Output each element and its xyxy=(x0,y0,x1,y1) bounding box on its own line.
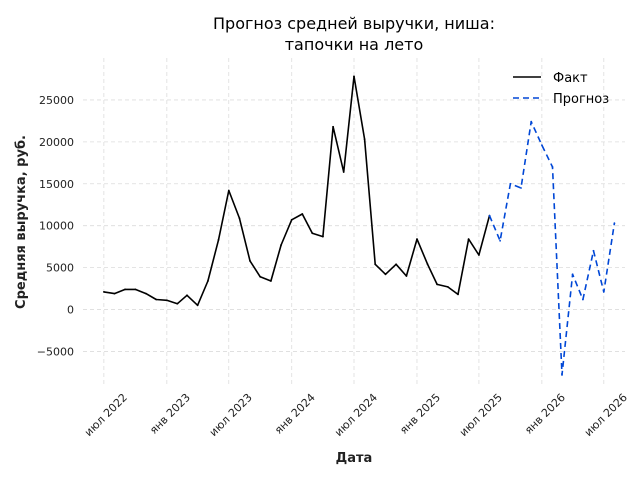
series-line-fact xyxy=(104,76,490,305)
x-tick-label: июл 2026 xyxy=(582,391,630,439)
y-tick-label: 20000 xyxy=(39,136,74,149)
data-point xyxy=(427,263,429,265)
data-point xyxy=(593,250,595,252)
data-point xyxy=(280,244,282,246)
data-point xyxy=(582,299,584,301)
legend: Факт Прогноз xyxy=(513,71,609,107)
data-point xyxy=(103,291,105,293)
x-tick-label: янв 2025 xyxy=(397,391,443,437)
data-point xyxy=(364,138,366,140)
legend-label-forecast: Прогноз xyxy=(553,92,609,107)
data-point xyxy=(155,299,157,301)
x-tick-label: июл 2025 xyxy=(457,391,505,439)
data-point xyxy=(552,166,554,168)
x-tick-label: янв 2024 xyxy=(272,391,318,437)
data-point xyxy=(124,289,126,291)
data-point xyxy=(311,232,313,234)
data-point xyxy=(145,293,147,295)
y-tick-label: 15000 xyxy=(39,178,74,191)
data-point xyxy=(447,286,449,288)
data-point xyxy=(603,291,605,293)
data-point xyxy=(239,217,241,219)
y-axis-ticks: −5000 0 5000 10000 15000 20000 25000 xyxy=(37,94,74,359)
x-axis-ticks: июл 2022 янв 2023 июл 2023 янв 2024 июл 2024… xyxy=(82,391,630,439)
data-point xyxy=(374,263,376,265)
data-point xyxy=(478,254,480,256)
data-point xyxy=(301,213,303,215)
y-tick-label: 25000 xyxy=(39,94,74,107)
data-point xyxy=(395,263,397,265)
y-axis-label: Средняя выручка, руб. xyxy=(14,135,29,309)
data-point xyxy=(385,273,387,275)
chart-title-line-1: Прогноз средней выручки, ниша: xyxy=(213,14,495,33)
data-point xyxy=(218,239,220,241)
data-point xyxy=(291,219,293,221)
y-tick-label: 10000 xyxy=(39,220,74,233)
data-point xyxy=(228,190,230,192)
data-point xyxy=(270,280,272,282)
data-point xyxy=(259,276,261,278)
data-point xyxy=(499,240,501,242)
data-point xyxy=(406,275,408,277)
legend-label-fact: Факт xyxy=(553,71,588,86)
x-tick-label: янв 2023 xyxy=(147,391,193,437)
data-point xyxy=(457,294,459,296)
data-point xyxy=(197,304,199,306)
data-point xyxy=(207,280,209,282)
data-point xyxy=(468,238,470,240)
x-tick-label: янв 2026 xyxy=(522,391,568,437)
data-point xyxy=(416,238,418,240)
data-point xyxy=(166,299,168,301)
y-tick-label: 5000 xyxy=(46,262,74,275)
x-axis-label: Дата xyxy=(336,451,373,466)
data-point xyxy=(572,273,574,275)
data-point xyxy=(186,294,188,296)
x-tick-label: июл 2023 xyxy=(207,391,255,439)
data-point xyxy=(561,374,563,376)
data-point xyxy=(322,236,324,238)
data-point xyxy=(343,171,345,173)
grid xyxy=(83,58,625,385)
data-point xyxy=(332,126,334,128)
x-tick-label: июл 2022 xyxy=(82,391,130,439)
x-tick-label: июл 2024 xyxy=(332,391,380,439)
data-point xyxy=(489,215,491,217)
data-point xyxy=(520,187,522,189)
data-point xyxy=(114,293,116,295)
chart-title-line-2: тапочки на лето xyxy=(285,35,424,54)
data-point xyxy=(436,284,438,286)
y-tick-label: 0 xyxy=(67,304,74,317)
data-point xyxy=(353,76,355,78)
data-point xyxy=(510,183,512,185)
data-point xyxy=(177,303,179,305)
data-point xyxy=(530,121,532,123)
data-point xyxy=(249,260,251,262)
series-line-forecast xyxy=(490,122,615,375)
y-tick-label: −5000 xyxy=(37,345,74,358)
data-point xyxy=(614,222,616,224)
data-point xyxy=(541,144,543,146)
data-point xyxy=(135,289,137,291)
